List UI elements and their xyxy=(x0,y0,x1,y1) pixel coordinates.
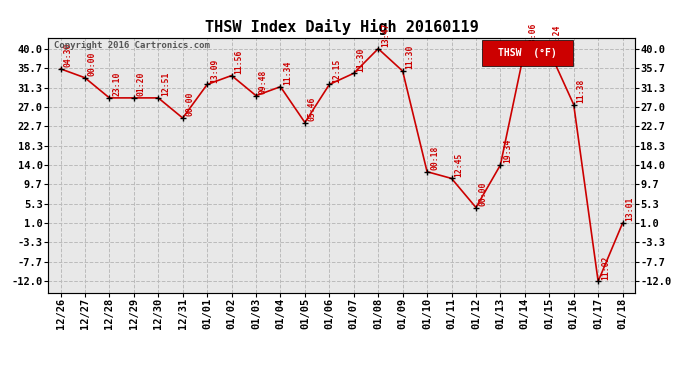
Title: THSW Index Daily High 20160119: THSW Index Daily High 20160119 xyxy=(205,19,478,35)
FancyBboxPatch shape xyxy=(482,40,573,66)
Text: 19:34: 19:34 xyxy=(503,139,513,163)
Text: 01:20: 01:20 xyxy=(137,72,146,96)
Text: 04:30: 04:30 xyxy=(63,43,72,67)
Text: 23:10: 23:10 xyxy=(112,72,121,96)
Text: 05:46: 05:46 xyxy=(308,96,317,121)
Text: 11:30: 11:30 xyxy=(357,47,366,72)
Text: 12:15: 12:15 xyxy=(333,58,342,82)
Text: 00:00: 00:00 xyxy=(88,52,97,76)
Text: THSW  (°F): THSW (°F) xyxy=(498,48,557,58)
Text: 13:47: 13:47 xyxy=(381,22,390,47)
Text: 00:00: 00:00 xyxy=(479,182,488,206)
Text: 00:00: 00:00 xyxy=(186,92,195,116)
Text: 12:45: 12:45 xyxy=(455,152,464,177)
Text: 09:48: 09:48 xyxy=(259,69,268,94)
Text: Copyright 2016 Cartronics.com: Copyright 2016 Cartronics.com xyxy=(55,41,210,50)
Text: 11:30: 11:30 xyxy=(406,45,415,69)
Text: 13:09: 13:09 xyxy=(210,58,219,82)
Text: 11:56: 11:56 xyxy=(235,50,244,74)
Text: 12:51: 12:51 xyxy=(161,72,170,96)
Text: 13:01: 13:01 xyxy=(626,197,635,221)
Text: 11:02: 11:02 xyxy=(601,255,610,279)
Text: 10:24: 10:24 xyxy=(552,25,561,49)
Text: 00:18: 00:18 xyxy=(430,146,439,170)
Text: 13:06: 13:06 xyxy=(528,22,537,47)
Text: 11:38: 11:38 xyxy=(577,78,586,103)
Text: 11:34: 11:34 xyxy=(284,60,293,85)
